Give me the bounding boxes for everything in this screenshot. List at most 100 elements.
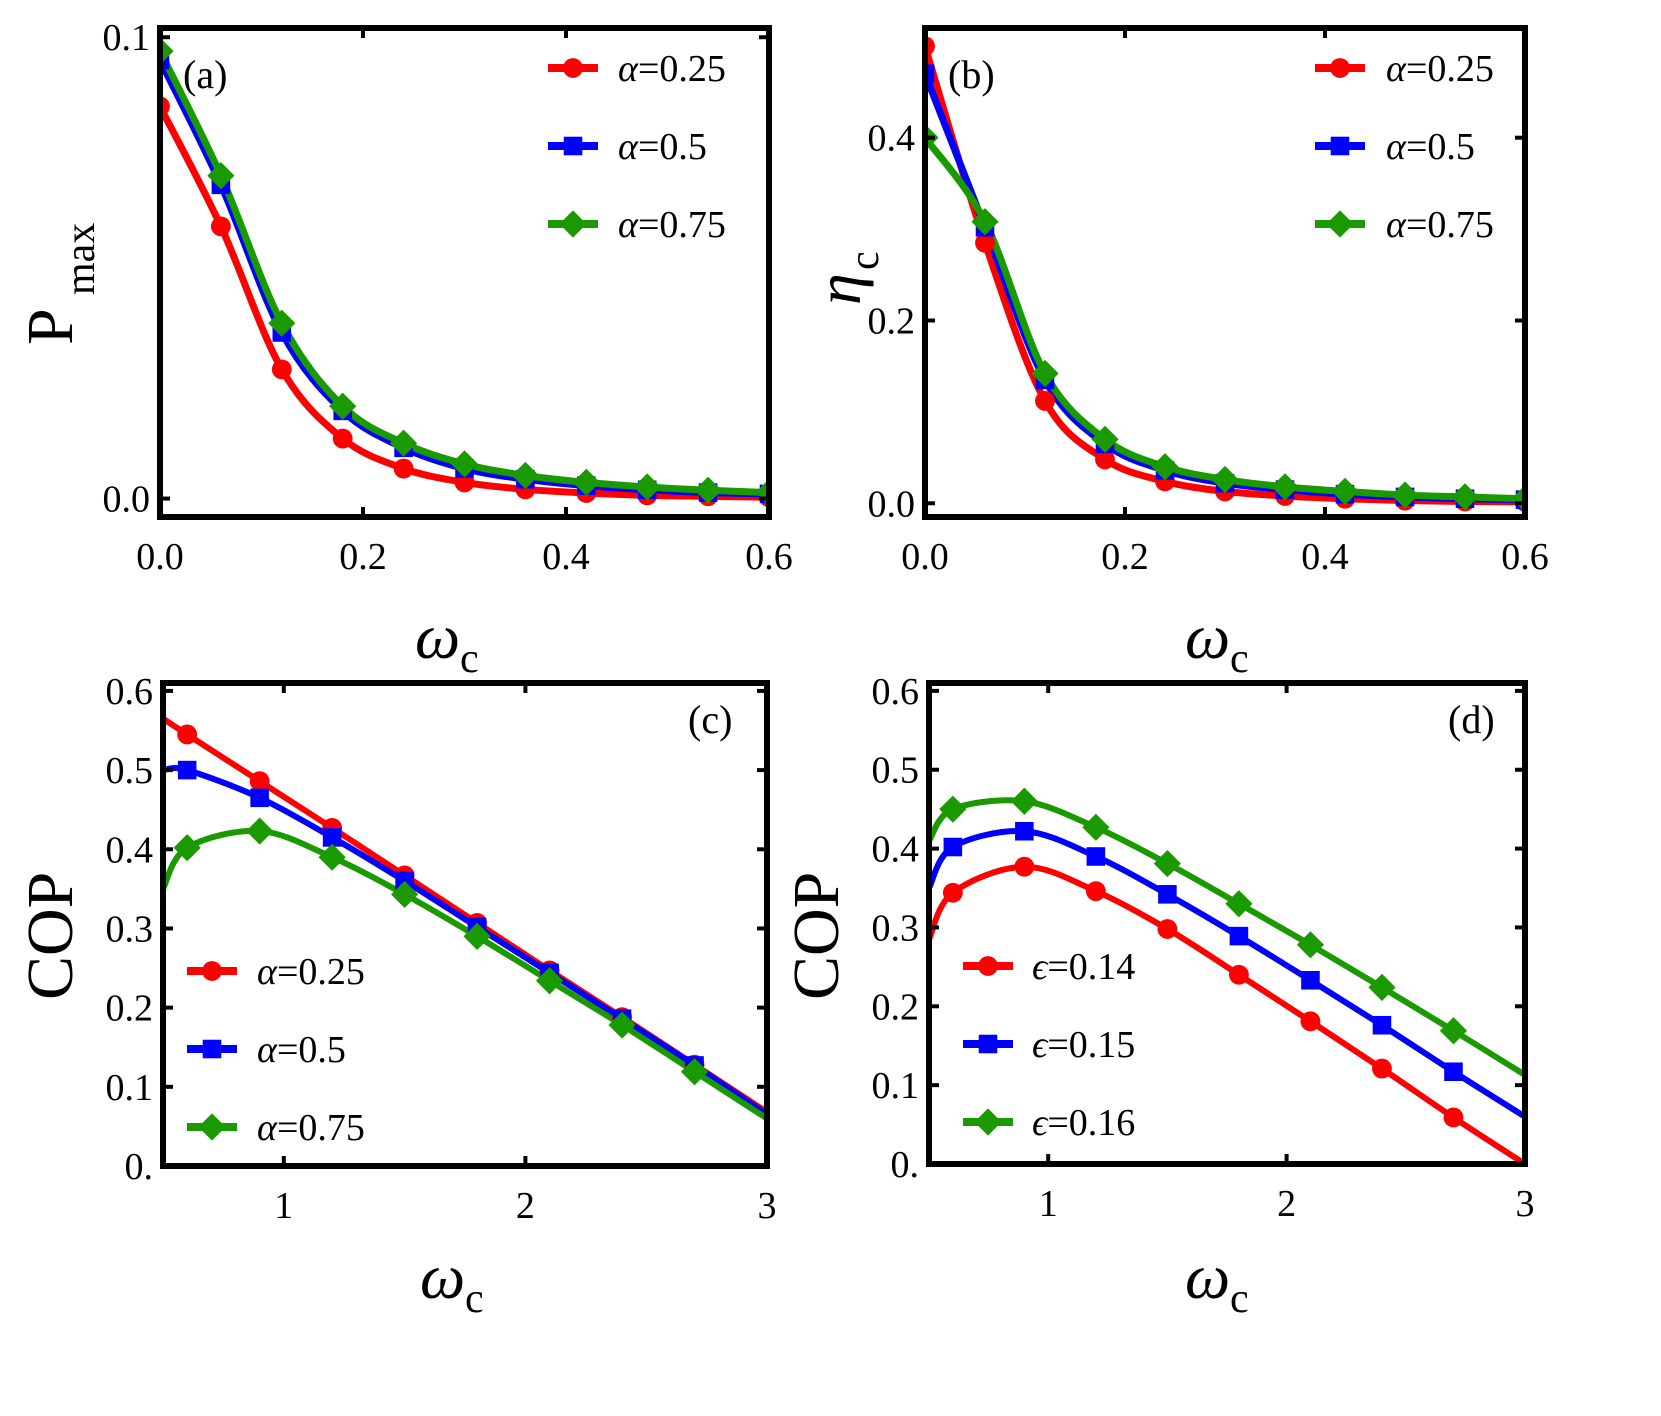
- data-point-diamond: [535, 967, 564, 995]
- data-point-circle: [271, 359, 292, 380]
- legend-marker-circle: [1330, 58, 1350, 78]
- x-axis-label-d: ω c: [1185, 1241, 1249, 1322]
- series-lines: [925, 36, 1525, 513]
- data-point-diamond: [463, 922, 491, 950]
- data-point-diamond: [694, 476, 722, 504]
- data-point-diamond: [160, 37, 174, 65]
- svg-text:c: c: [1230, 636, 1249, 682]
- legend-label: α=0.75: [1386, 204, 1494, 246]
- legend-marker-diamond: [198, 1113, 226, 1141]
- y-tick-label: 0.3: [872, 907, 920, 949]
- panel-b: 0.0 0.2 0.4 0.6 0.0 0.2 0.4 α=0.25 α=0.5 α=0.75 (…: [803, 25, 1549, 578]
- data-point-diamond: [318, 843, 346, 871]
- plot-area-c: 1 2 3 0. 0.1 0.2 0.3 0.4 0.5 0.6 α=0.25 α=0.5 α=0.75: [106, 671, 777, 1227]
- y-tick-label: 0.: [125, 1146, 154, 1188]
- data-point-diamond: [1211, 465, 1239, 494]
- y-tick-label: 0.: [891, 1144, 920, 1186]
- x-tick-label: 0.0: [136, 536, 184, 578]
- data-point-diamond: [1082, 813, 1110, 841]
- x-tick-label: 3: [758, 1185, 777, 1227]
- x-axis-label-a: ω c: [415, 601, 479, 682]
- legend: α=0.25 α=0.5 α=0.75: [1315, 48, 1494, 246]
- data-point-circle: [1014, 856, 1035, 877]
- data-point-circle: [393, 458, 414, 479]
- series-line-diamond: [929, 797, 1525, 1078]
- svg-text:c: c: [460, 636, 479, 682]
- data-point-circle: [1035, 390, 1055, 411]
- data-point-circle: [177, 724, 198, 745]
- x-tick-label: 1: [1039, 1183, 1058, 1225]
- legend-item: α=0.25: [187, 951, 365, 993]
- svg-text:ω: ω: [1185, 1241, 1230, 1312]
- data-point-square: [1372, 1015, 1392, 1035]
- data-point-circle: [1229, 964, 1249, 985]
- data-point-square: [1086, 847, 1106, 866]
- y-tick-label: 0.6: [872, 671, 920, 713]
- panel-c: 1 2 3 0. 0.1 0.2 0.3 0.4 0.5 0.6 α=0.25 α=0.5 α=0.75…: [14, 671, 777, 1227]
- y-axis-label-b: η c: [803, 251, 888, 305]
- data-point-diamond: [1511, 485, 1525, 513]
- legend-label: ϵ=0.15: [1032, 1024, 1135, 1066]
- legend-item: α=0.75: [1315, 204, 1494, 246]
- legend-label: α=0.5: [1386, 126, 1475, 168]
- legend-item: α=0.25: [548, 48, 726, 90]
- data-point-diamond: [329, 392, 357, 420]
- legend-item: α=0.75: [187, 1107, 365, 1149]
- x-tick-label: 2: [516, 1185, 535, 1227]
- data-point-circle: [1157, 919, 1178, 939]
- x-tick-label: 0.2: [1101, 536, 1149, 578]
- data-point-diamond: [268, 309, 296, 337]
- x-axis-label-b: ω c: [1185, 601, 1249, 682]
- axes-frame: [157, 25, 772, 520]
- legend-label: α=0.5: [257, 1029, 346, 1071]
- x-tick-label: 2: [1277, 1183, 1296, 1225]
- data-point-square: [1444, 1062, 1463, 1082]
- legend-marker-square: [1330, 136, 1350, 156]
- y-tick-label: 0.4: [106, 829, 154, 871]
- legend: α=0.25 α=0.5 α=0.75: [548, 48, 726, 246]
- y-tick-label: 0.0: [103, 479, 151, 521]
- y-tick-label: 0.4: [872, 829, 920, 871]
- data-point-diamond: [207, 162, 235, 190]
- legend-marker-circle: [978, 956, 998, 976]
- data-point-square: [1158, 885, 1177, 904]
- legend-item: ϵ=0.14: [963, 946, 1135, 988]
- panel-d: 1 2 30.0.10.20.30.40.50.6ϵ=0.14ϵ=0.15ϵ=0.1…: [780, 671, 1535, 1225]
- data-point-circle: [210, 216, 231, 237]
- data-point-diamond: [1091, 425, 1119, 453]
- data-point-diamond: [572, 468, 600, 497]
- data-point-diamond: [391, 880, 419, 909]
- plot-area-d: 1 2 30.0.10.20.30.40.50.6ϵ=0.14ϵ=0.15ϵ=0.1…: [872, 671, 1535, 1225]
- data-point-square: [322, 828, 342, 847]
- y-tick-label: 0.1: [872, 1065, 920, 1107]
- panel-label-d: (d): [1448, 697, 1495, 742]
- legend-item: α=0.5: [548, 126, 707, 168]
- y-tick-label: 0.1: [106, 1067, 154, 1109]
- data-point-diamond: [1031, 359, 1059, 388]
- data-point-circle: [1300, 1011, 1321, 1032]
- data-point-diamond: [680, 1058, 709, 1086]
- legend-marker-square: [978, 1034, 998, 1054]
- x-tick-label: 1: [274, 1185, 293, 1227]
- data-point-diamond: [1331, 477, 1359, 506]
- y-tick-label: 0.5: [106, 750, 154, 792]
- legend-label: ϵ=0.14: [1032, 946, 1135, 988]
- x-tick-label: 0.2: [339, 536, 387, 578]
- svg-text:P: P: [14, 308, 87, 345]
- series-line-diamond: [160, 49, 769, 497]
- legend-label: α=0.75: [618, 204, 726, 246]
- data-point-diamond: [1153, 849, 1181, 878]
- y-tick-label: 0.2: [872, 986, 920, 1028]
- legend: ϵ=0.14 ϵ=0.15 ϵ=0.16: [963, 946, 1135, 1144]
- svg-text:max: max: [58, 223, 104, 295]
- legend-item: α=0.75: [548, 204, 726, 246]
- svg-text:c: c: [842, 251, 888, 270]
- data-point-circle: [249, 771, 270, 792]
- data-point-diamond: [390, 429, 418, 457]
- y-tick-label: 0.2: [106, 988, 154, 1030]
- data-point-circle: [332, 428, 353, 449]
- data-point-square: [160, 51, 170, 70]
- panel-label-c: (c): [688, 697, 732, 742]
- series-line-diamond: [163, 827, 767, 1122]
